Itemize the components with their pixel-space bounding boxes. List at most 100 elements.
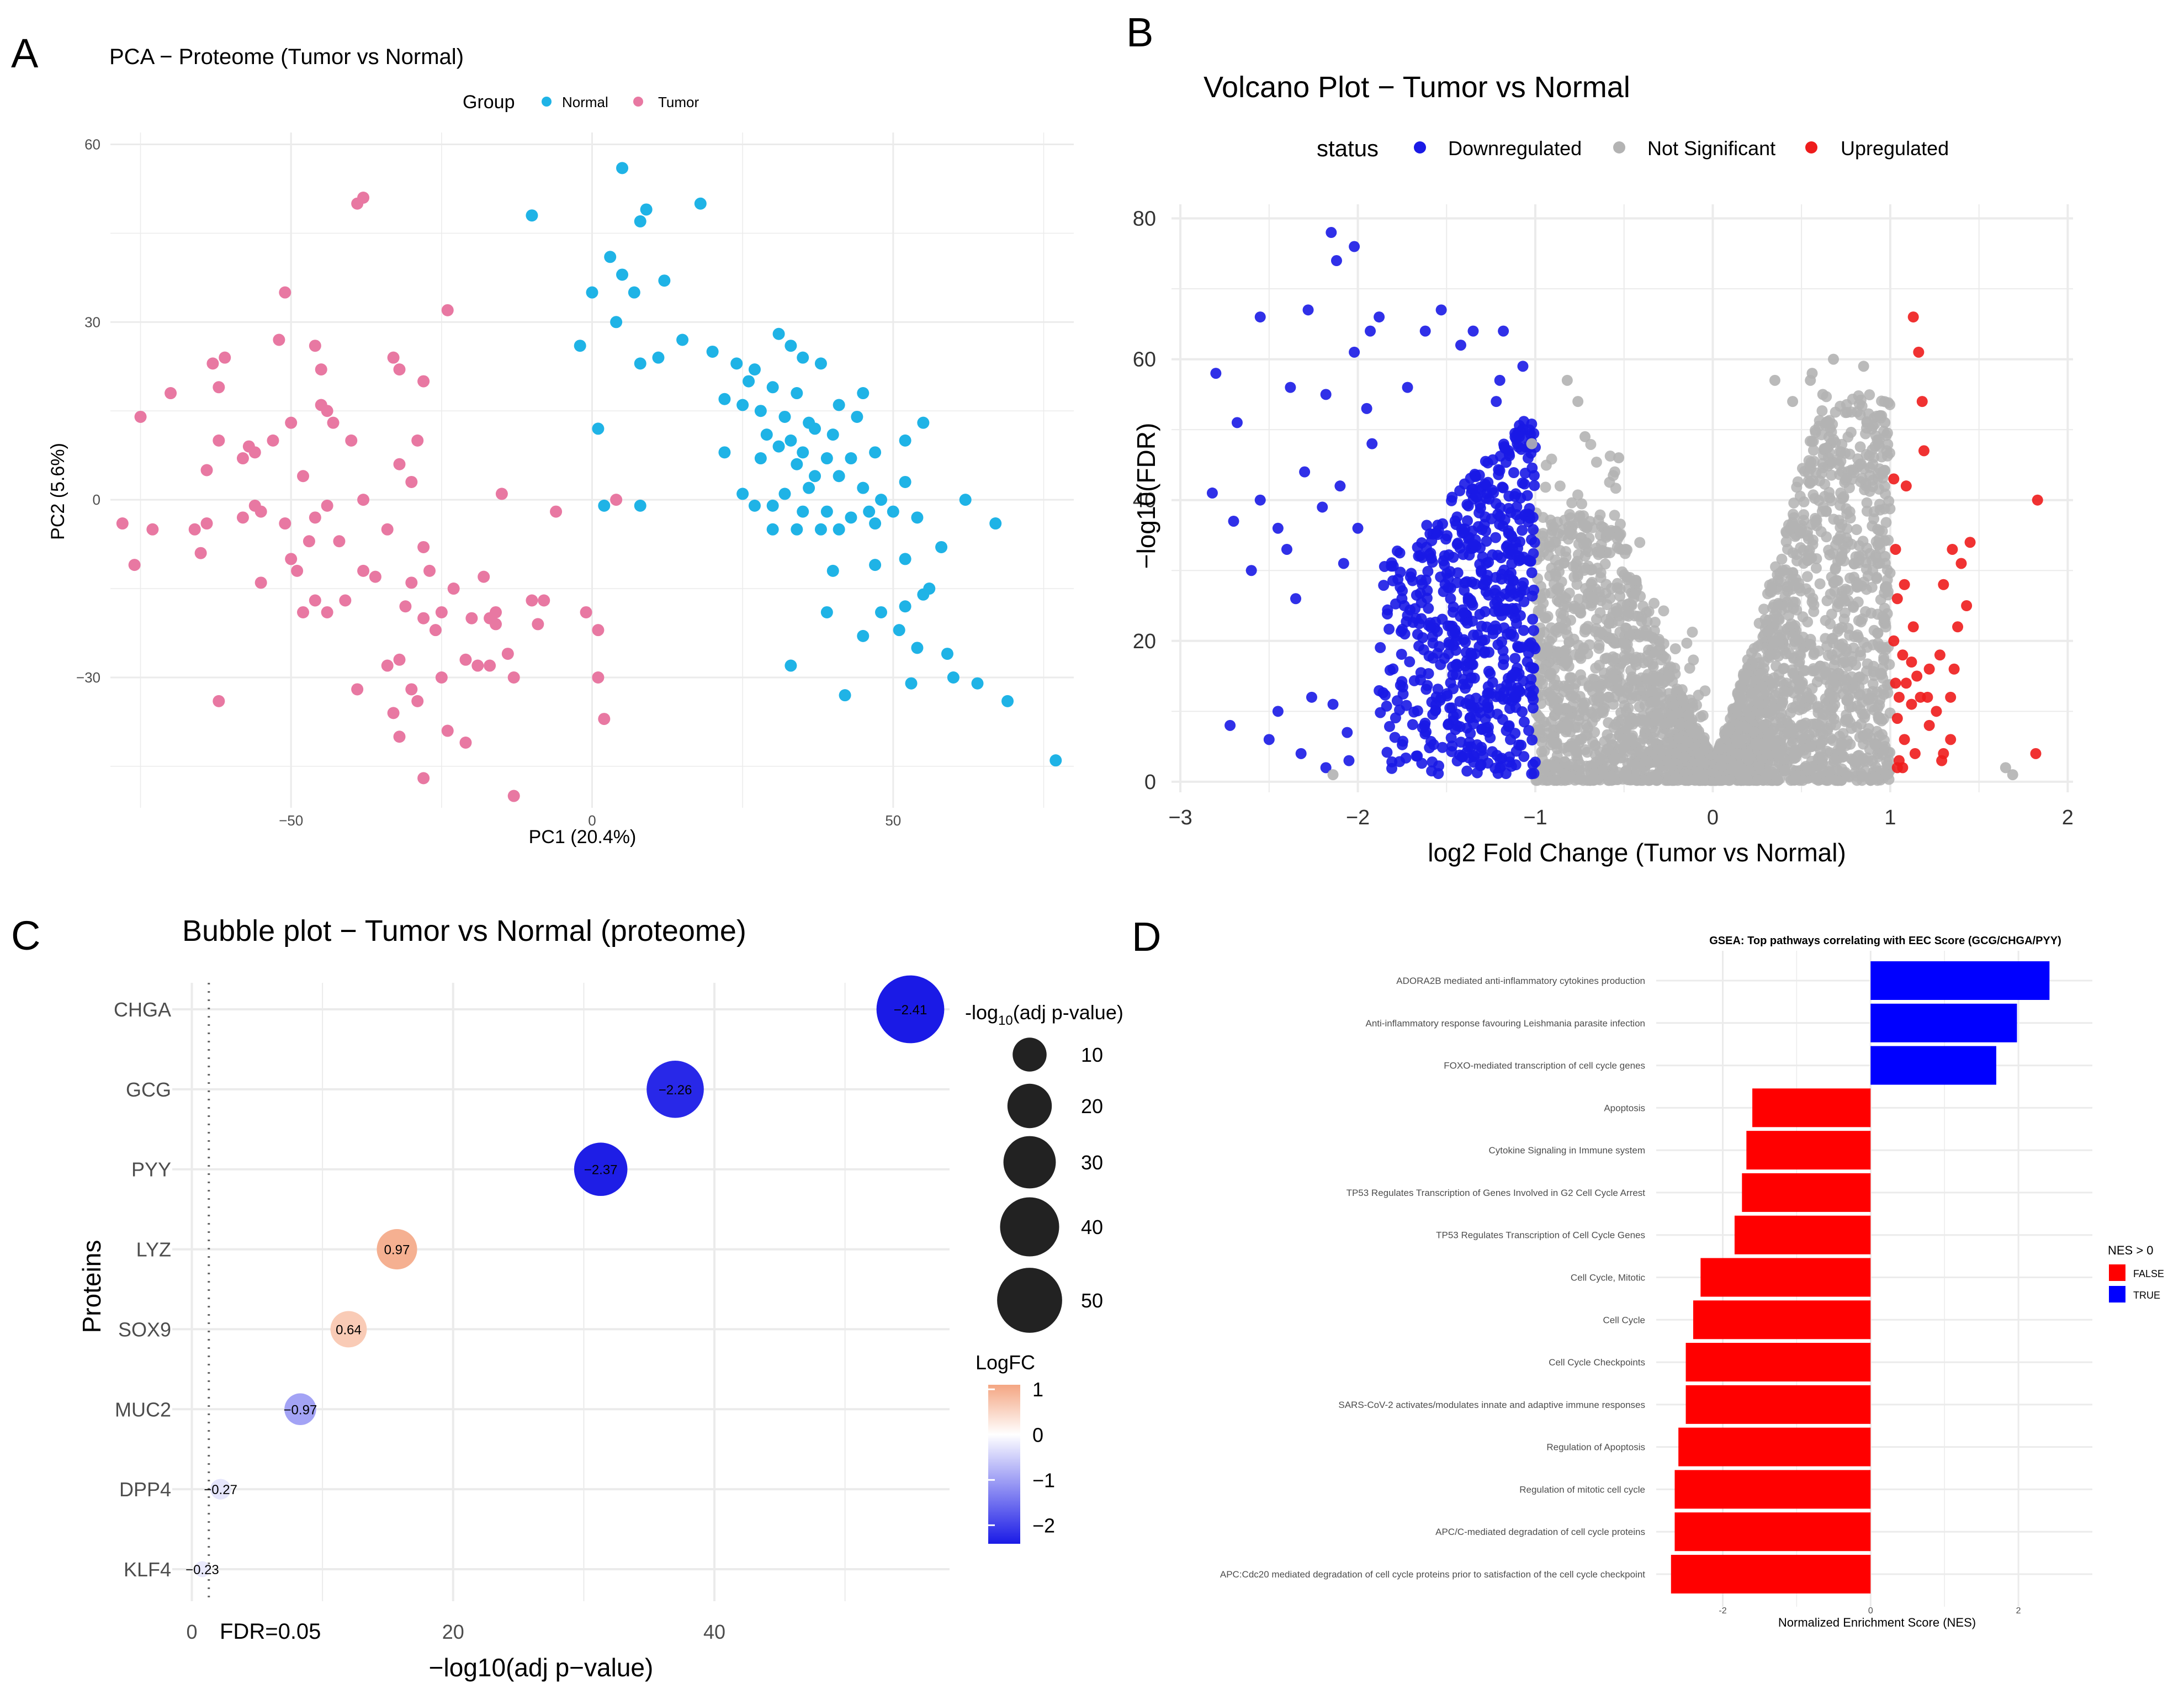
pca-point-tumor <box>134 410 147 423</box>
volcano-point-not-significant <box>1810 774 1822 785</box>
volcano-point-downregulated <box>1528 663 1539 674</box>
volcano-point-downregulated <box>1477 579 1489 591</box>
volcano-point-not-significant <box>1661 717 1672 729</box>
pca-point-normal <box>526 209 538 222</box>
pca-point-tumor <box>255 576 267 589</box>
volcano-point-not-significant <box>1622 682 1634 694</box>
pca-point-normal <box>766 523 779 536</box>
gsea-category-label: TP53 Regulates Transcription of Genes In… <box>1347 1188 1646 1198</box>
volcano-point-not-significant <box>1599 667 1610 679</box>
volcano-point-downregulated <box>1482 457 1494 469</box>
volcano-point-not-significant <box>1860 449 1872 460</box>
pca-point-normal <box>839 689 851 702</box>
volcano-point-not-significant <box>1772 735 1783 746</box>
bubble-value-label: −2.37 <box>584 1163 618 1178</box>
volcano-point-downregulated <box>1492 708 1503 720</box>
gsea-bar <box>1678 1427 1871 1466</box>
volcano-point-not-significant <box>1756 681 1768 692</box>
volcano-point-downregulated <box>1407 719 1418 730</box>
pca-point-tumor <box>255 505 267 518</box>
gsea-legend-true-key <box>2109 1286 2125 1303</box>
pca-point-normal <box>784 340 797 352</box>
pca-point-normal <box>941 648 953 660</box>
volcano-point-not-significant <box>1817 751 1829 763</box>
volcano-point-not-significant <box>1570 678 1581 690</box>
pca-gridlines <box>110 133 1074 808</box>
volcano-point-downregulated <box>1506 760 1517 772</box>
volcano-point-not-significant <box>1552 703 1564 715</box>
volcano-point-downregulated <box>1504 703 1515 714</box>
volcano-point-not-significant <box>1595 547 1607 559</box>
volcano-point-downregulated <box>1489 598 1501 610</box>
volcano-point-not-significant <box>1613 615 1625 627</box>
volcano-point-not-significant <box>2007 769 2018 781</box>
pca-point-normal <box>784 659 797 672</box>
volcano-point-downregulated <box>1529 643 1541 655</box>
volcano-point-not-significant <box>1872 702 1884 714</box>
volcano-point-not-significant <box>1801 530 1813 542</box>
volcano-point-not-significant <box>1841 503 1852 515</box>
volcano-point-not-significant <box>1723 775 1735 786</box>
volcano-point-downregulated <box>1518 624 1529 636</box>
volcano-point-downregulated <box>1494 465 1506 476</box>
volcano-point-downregulated <box>1365 325 1376 337</box>
volcano-point-downregulated <box>1206 487 1218 499</box>
volcano-point-not-significant <box>1566 497 1578 509</box>
pca-point-tumor <box>423 564 436 577</box>
volcano-point-downregulated <box>1349 346 1360 358</box>
volcano-point-not-significant <box>1840 716 1851 727</box>
volcano-point-not-significant <box>1810 562 1822 574</box>
pca-point-tumor <box>213 434 225 447</box>
volcano-point-not-significant <box>1843 482 1855 494</box>
volcano-point-downregulated <box>1210 368 1222 379</box>
volcano-point-downregulated <box>1245 565 1257 576</box>
volcano-point-downregulated <box>1481 536 1492 547</box>
volcano-point-not-significant <box>1667 775 1679 786</box>
pca-point-tumor <box>297 470 309 483</box>
volcano-point-downregulated <box>1366 438 1378 449</box>
gsea-x-tick: 2 <box>2016 1606 2021 1616</box>
volcano-point-downregulated <box>1375 642 1386 653</box>
volcano-point-not-significant <box>1837 728 1849 739</box>
volcano-point-upregulated <box>1891 762 1903 774</box>
volcano-point-not-significant <box>1620 638 1631 650</box>
volcano-point-not-significant <box>1658 605 1669 617</box>
pca-point-normal <box>754 452 767 465</box>
gsea-category-label: FOXO-mediated transcription of cell cycl… <box>1444 1061 1645 1071</box>
volcano-point-downregulated <box>1528 694 1539 706</box>
volcano-point-downregulated <box>1395 680 1406 691</box>
pca-point-tumor <box>393 730 406 743</box>
volcano-point-not-significant <box>1535 603 1547 615</box>
bubble-points: −2.41 −2.26 −2.37 0.97 0.64 −0.97 −0.27 −0.23 <box>185 975 945 1577</box>
volcano-point-not-significant <box>1734 721 1746 732</box>
volcano-point-not-significant <box>1848 756 1860 767</box>
volcano-point-not-significant <box>1713 743 1725 755</box>
volcano-point-downregulated <box>1445 583 1456 594</box>
volcano-point-upregulated <box>1906 656 1917 668</box>
bubble-gridlines <box>172 983 950 1601</box>
volcano-point-downregulated <box>1379 560 1390 572</box>
bubble-color-legend-tick: 0 <box>1032 1423 1043 1446</box>
volcano-point-upregulated <box>1923 663 1935 675</box>
pca-point-tumor <box>405 475 418 488</box>
volcano-point-not-significant <box>1681 775 1692 786</box>
volcano-point-downregulated <box>1498 686 1510 698</box>
volcano-point-not-significant <box>1845 427 1857 438</box>
volcano-point-downregulated <box>1498 325 1509 337</box>
pca-point-normal <box>652 351 665 364</box>
pca-point-tumor <box>459 736 472 749</box>
volcano-point-not-significant <box>1831 575 1842 586</box>
bubble-size-legend-label: 30 <box>1081 1151 1103 1174</box>
volcano-point-not-significant <box>1588 695 1599 706</box>
volcano-point-downregulated <box>1518 716 1530 728</box>
volcano-point-downregulated <box>1361 403 1372 414</box>
volcano-point-not-significant <box>1600 625 1612 637</box>
volcano-point-not-significant <box>1828 353 1840 365</box>
volcano-point-not-significant <box>1782 581 1793 592</box>
volcano-point-not-significant <box>1828 659 1840 671</box>
gsea-category-label: Anti-inflammatory response favouring Lei… <box>1366 1018 1645 1029</box>
volcano-point-not-significant <box>1626 671 1638 683</box>
pca-point-tumor <box>490 618 502 631</box>
gsea-title: GSEA: Top pathways correlating with EEC … <box>1709 935 2061 947</box>
